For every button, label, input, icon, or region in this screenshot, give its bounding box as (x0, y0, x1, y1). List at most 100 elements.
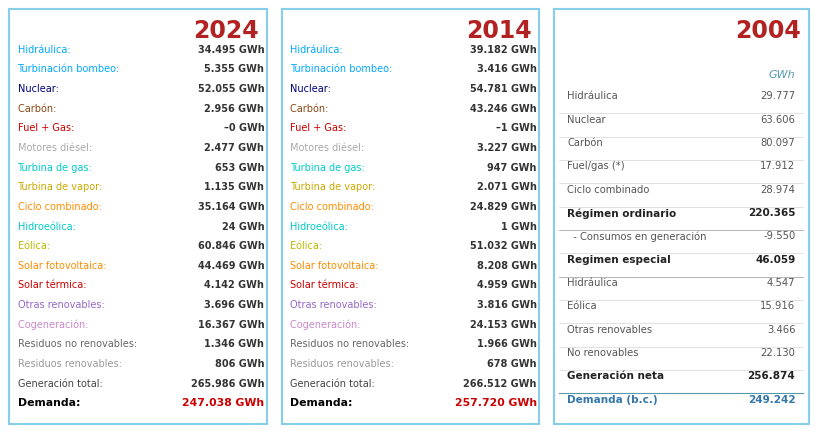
Text: –0 GWh: –0 GWh (223, 123, 264, 133)
Text: Cogeneración:: Cogeneración: (17, 320, 91, 330)
Text: Demanda:: Demanda: (17, 398, 80, 408)
Text: Generación total:: Generación total: (17, 379, 106, 389)
Text: 51.032 GWh: 51.032 GWh (470, 241, 537, 251)
Text: 1.346 GWh: 1.346 GWh (204, 339, 264, 349)
Text: Solar fotovoltaica:: Solar fotovoltaica: (17, 261, 109, 271)
Text: 806 GWh: 806 GWh (215, 359, 264, 369)
Text: 63.606: 63.606 (761, 115, 795, 125)
FancyBboxPatch shape (282, 9, 539, 424)
Text: 220.365: 220.365 (748, 208, 795, 218)
Text: Hidráulica: Hidráulica (568, 278, 618, 288)
Text: -9.550: -9.550 (763, 231, 795, 241)
Text: 2.956 GWh: 2.956 GWh (204, 103, 264, 113)
Text: 15.916: 15.916 (760, 301, 795, 311)
Text: Cogeneración:: Cogeneración: (290, 320, 363, 330)
Text: Motores diésel:: Motores diésel: (290, 143, 367, 153)
Text: 39.182 GWh: 39.182 GWh (470, 45, 537, 55)
Text: Hidroeólica:: Hidroeólica: (17, 222, 79, 232)
Text: Residuos renovables:: Residuos renovables: (290, 359, 397, 369)
Text: –1 GWh: –1 GWh (496, 123, 537, 133)
Text: Hidroeólica:: Hidroeólica: (290, 222, 351, 232)
Text: Turbina de gas:: Turbina de gas: (17, 162, 96, 173)
Text: 8.208 GWh: 8.208 GWh (477, 261, 537, 271)
Text: Hidráulica:: Hidráulica: (290, 45, 346, 55)
Text: 28.974: 28.974 (761, 184, 795, 195)
Text: 3.227 GWh: 3.227 GWh (477, 143, 537, 153)
Text: Turbinación bombeo:: Turbinación bombeo: (290, 64, 395, 74)
Text: Turbina de vapor:: Turbina de vapor: (17, 182, 106, 192)
FancyBboxPatch shape (10, 9, 267, 424)
Text: Regimen especial: Regimen especial (568, 255, 672, 265)
Text: 1 GWh: 1 GWh (501, 222, 537, 232)
Text: Ciclo combinado: Ciclo combinado (568, 184, 649, 195)
Text: Ciclo combinado:: Ciclo combinado: (290, 202, 377, 212)
Text: 44.469 GWh: 44.469 GWh (198, 261, 264, 271)
Text: 265.986 GWh: 265.986 GWh (191, 379, 264, 389)
Text: 43.246 GWh: 43.246 GWh (470, 103, 537, 113)
Text: 16.367 GWh: 16.367 GWh (198, 320, 264, 330)
Text: 653 GWh: 653 GWh (215, 162, 264, 173)
Text: Carbón:: Carbón: (290, 103, 331, 113)
Text: 35.164 GWh: 35.164 GWh (198, 202, 264, 212)
Text: Turbina de vapor:: Turbina de vapor: (290, 182, 378, 192)
Text: 60.846 GWh: 60.846 GWh (198, 241, 264, 251)
Text: 2004: 2004 (735, 19, 801, 43)
Text: 3.696 GWh: 3.696 GWh (204, 300, 264, 310)
Text: 5.355 GWh: 5.355 GWh (204, 64, 264, 74)
Text: - Consumos en generación: - Consumos en generación (568, 231, 707, 242)
Text: 947 GWh: 947 GWh (488, 162, 537, 173)
Text: 2.071 GWh: 2.071 GWh (477, 182, 537, 192)
Text: Carbón:: Carbón: (17, 103, 59, 113)
Text: 17.912: 17.912 (760, 162, 795, 171)
Text: 3.416 GWh: 3.416 GWh (477, 64, 537, 74)
Text: Régimen ordinario: Régimen ordinario (568, 208, 676, 219)
Text: Fuel + Gas:: Fuel + Gas: (290, 123, 349, 133)
Text: Solar térmica:: Solar térmica: (17, 281, 89, 291)
Text: No renovables: No renovables (568, 348, 639, 358)
Text: 678 GWh: 678 GWh (488, 359, 537, 369)
Text: Nuclear:: Nuclear: (290, 84, 334, 94)
Text: Eólica:: Eólica: (17, 241, 52, 251)
Text: Motores diésel:: Motores diésel: (17, 143, 95, 153)
Text: 22.130: 22.130 (761, 348, 795, 358)
Text: Generación total:: Generación total: (290, 379, 378, 389)
Text: 257.720 GWh: 257.720 GWh (455, 398, 537, 408)
Text: 24.153 GWh: 24.153 GWh (470, 320, 537, 330)
Text: Generación neta: Generación neta (568, 372, 664, 381)
Text: 34.495 GWh: 34.495 GWh (198, 45, 264, 55)
Text: Otras renovables:: Otras renovables: (290, 300, 380, 310)
Text: Hidráulica: Hidráulica (568, 91, 618, 101)
Text: Residuos no renovables:: Residuos no renovables: (290, 339, 412, 349)
Text: Demanda (b.c.): Demanda (b.c.) (568, 395, 658, 405)
Text: 2024: 2024 (193, 19, 259, 43)
Text: Demanda:: Demanda: (290, 398, 353, 408)
Text: 2014: 2014 (465, 19, 532, 43)
Text: 54.781 GWh: 54.781 GWh (470, 84, 537, 94)
Text: Ciclo combinado:: Ciclo combinado: (17, 202, 105, 212)
Text: 3.466: 3.466 (766, 325, 795, 335)
Text: Hidráulica:: Hidráulica: (17, 45, 74, 55)
Text: Carbón: Carbón (568, 138, 603, 148)
Text: 1.966 GWh: 1.966 GWh (477, 339, 537, 349)
Text: Turbina de gas:: Turbina de gas: (290, 162, 368, 173)
Text: 80.097: 80.097 (761, 138, 795, 148)
Text: 46.059: 46.059 (755, 255, 795, 265)
Text: Otras renovables:: Otras renovables: (17, 300, 107, 310)
Text: 4.142 GWh: 4.142 GWh (204, 281, 264, 291)
Text: Eólica:: Eólica: (290, 241, 325, 251)
Text: GWh: GWh (769, 70, 795, 80)
Text: 4.547: 4.547 (766, 278, 795, 288)
Text: Solar térmica:: Solar térmica: (290, 281, 362, 291)
Text: Fuel/gas (*): Fuel/gas (*) (568, 162, 625, 171)
Text: Residuos renovables:: Residuos renovables: (17, 359, 124, 369)
Text: Fuel + Gas:: Fuel + Gas: (17, 123, 77, 133)
Text: 256.874: 256.874 (748, 372, 795, 381)
Text: 24.829 GWh: 24.829 GWh (470, 202, 537, 212)
Text: 249.242: 249.242 (748, 395, 795, 405)
Text: Nuclear:: Nuclear: (17, 84, 61, 94)
Text: 1.135 GWh: 1.135 GWh (204, 182, 264, 192)
Text: 2.477 GWh: 2.477 GWh (204, 143, 264, 153)
Text: Turbinación bombeo:: Turbinación bombeo: (17, 64, 123, 74)
Text: 3.816 GWh: 3.816 GWh (477, 300, 537, 310)
Text: Eólica: Eólica (568, 301, 597, 311)
